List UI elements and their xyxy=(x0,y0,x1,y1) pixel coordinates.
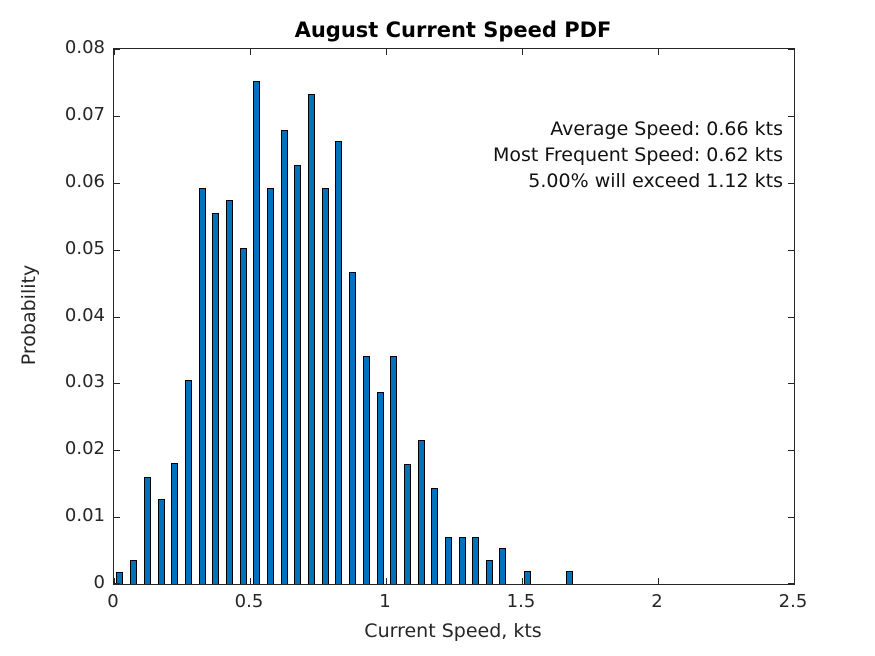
annotation-most-frequent-speed: Most Frequent Speed: 0.62 kts xyxy=(492,144,783,166)
histogram-bar xyxy=(143,476,151,584)
histogram-bar xyxy=(116,572,124,584)
y-axis-tick xyxy=(114,182,120,184)
y-tick-label: 0.05 xyxy=(64,237,105,259)
histogram-bar xyxy=(499,547,507,584)
y-axis-tick xyxy=(114,517,120,519)
histogram-bar xyxy=(376,391,384,584)
histogram-bar xyxy=(321,188,329,584)
x-axis-tick xyxy=(386,49,387,55)
histogram-bar xyxy=(349,272,357,584)
x-axis-tick xyxy=(114,578,115,584)
stats-annotation: Average Speed: 0.66 kts Most Frequent Sp… xyxy=(493,116,783,194)
x-axis-tick xyxy=(250,49,251,55)
x-tick-label: 2 xyxy=(651,591,663,612)
y-tick-label: 0.01 xyxy=(64,505,105,527)
y-axis-tick xyxy=(114,249,120,251)
chart-title: August Current Speed PDF xyxy=(294,18,612,42)
histogram-bar xyxy=(390,356,398,584)
histogram-bar xyxy=(212,212,220,584)
x-tick-label: 2.5 xyxy=(778,591,808,612)
histogram-bar xyxy=(157,499,165,584)
histogram-bar xyxy=(171,463,179,584)
annotation-exceedance: 5.00% will exceed 1.12 kts xyxy=(528,170,783,192)
x-axis-tick xyxy=(658,49,659,55)
y-axis-tick xyxy=(114,583,120,584)
x-tick-label: 0 xyxy=(107,591,119,612)
histogram-bar xyxy=(566,570,574,584)
y-tick-label: 0.06 xyxy=(64,170,105,192)
histogram-bar xyxy=(294,165,302,584)
x-axis-tick xyxy=(386,578,387,584)
y-axis-tick xyxy=(114,115,120,117)
y-axis-tick xyxy=(788,450,794,452)
plot-area xyxy=(113,48,795,585)
y-axis-tick xyxy=(114,450,120,452)
y-axis-tick xyxy=(788,517,794,519)
histogram-bar xyxy=(335,140,343,584)
y-tick-label: 0.02 xyxy=(64,438,105,460)
y-axis-tick xyxy=(788,316,794,318)
x-axis-tick xyxy=(250,578,251,584)
annotation-average-speed: Average Speed: 0.66 kts xyxy=(550,118,783,140)
x-axis-tick xyxy=(794,578,795,584)
x-axis-tick xyxy=(794,49,795,55)
histogram-bar xyxy=(472,536,480,584)
y-tick-label: 0.03 xyxy=(64,371,105,393)
y-tick-label: 0 xyxy=(93,572,105,593)
x-tick-label: 0.5 xyxy=(234,591,264,612)
histogram-bar xyxy=(130,560,138,584)
y-axis-tick xyxy=(114,316,120,318)
histogram-bar xyxy=(266,188,274,584)
histogram-bar xyxy=(239,247,247,584)
y-axis-tick xyxy=(788,583,794,584)
histogram-bar xyxy=(403,463,411,584)
y-axis-tick xyxy=(114,49,120,50)
histogram-bar xyxy=(458,536,466,584)
histogram-bar xyxy=(198,188,206,584)
x-axis-label: Current Speed, kts xyxy=(364,620,542,642)
histogram-bar xyxy=(485,560,493,584)
x-axis-tick xyxy=(114,49,115,55)
histogram-bar xyxy=(307,94,315,584)
x-axis-tick xyxy=(522,49,523,55)
x-axis-tick xyxy=(522,578,523,584)
y-axis-tick xyxy=(788,249,794,251)
x-tick-label: 1.5 xyxy=(506,591,536,612)
y-axis-tick xyxy=(788,182,794,184)
histogram-bar xyxy=(417,439,425,584)
x-tick-label: 1 xyxy=(379,591,391,612)
histogram-bar xyxy=(225,200,233,584)
x-axis-tick xyxy=(658,578,659,584)
histogram-bar xyxy=(280,129,288,584)
y-axis-tick xyxy=(114,383,120,385)
histogram-bar xyxy=(444,536,452,584)
y-axis-tick xyxy=(788,115,794,117)
histogram-bar xyxy=(431,488,439,584)
histogram-bar xyxy=(185,379,193,584)
y-axis-label: Probability xyxy=(18,264,40,366)
y-tick-label: 0.07 xyxy=(64,103,105,125)
y-tick-label: 0.04 xyxy=(64,304,105,326)
histogram-bar xyxy=(523,570,531,584)
histogram-bar xyxy=(362,356,370,584)
y-tick-label: 0.08 xyxy=(64,37,105,58)
y-axis-tick xyxy=(788,49,794,50)
histogram-bar xyxy=(253,81,261,584)
y-axis-tick xyxy=(788,383,794,385)
